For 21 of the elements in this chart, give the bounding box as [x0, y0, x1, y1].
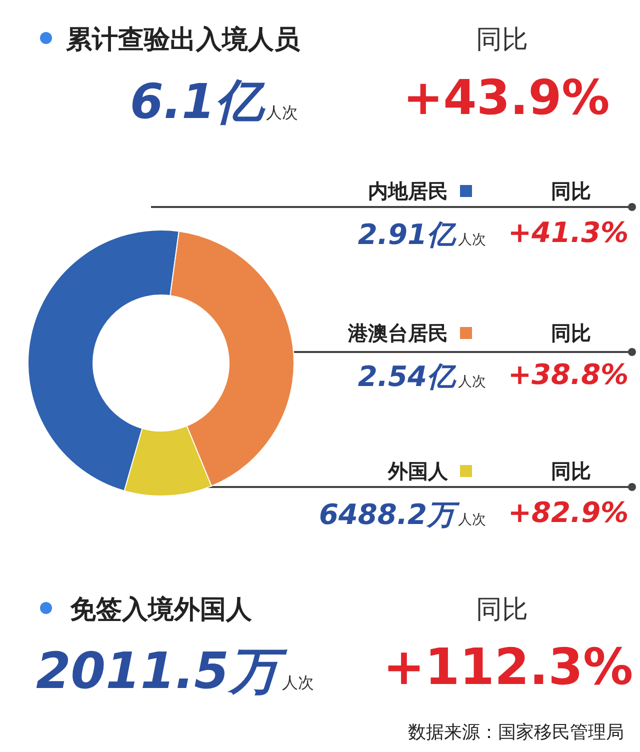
legend-label: 港澳台居民 — [348, 320, 448, 347]
legend-label: 外国人 — [388, 458, 448, 485]
text: 同比 — [476, 24, 528, 57]
text: +38.8% — [508, 358, 629, 391]
text: +43.9% — [403, 70, 610, 126]
text: 6.1亿人次 — [130, 74, 298, 130]
text: 同比 — [551, 178, 591, 205]
text: 2.91亿人次 — [358, 218, 486, 251]
source-note: 数据来源：国家移民管理局 — [408, 721, 624, 744]
legend-label: 内地居民 — [368, 178, 448, 205]
text: 2011.5万人次 — [36, 642, 314, 700]
chart-title: 累计查验出入境人员 — [66, 24, 300, 57]
text: 2.54亿人次 — [358, 360, 486, 393]
text: 免签入境外国人 — [70, 594, 252, 627]
text: 6488.2万人次 — [318, 498, 486, 531]
text: +112.3% — [383, 638, 634, 696]
text: 同比 — [551, 320, 591, 347]
text: 同比 — [476, 594, 528, 627]
text: +41.3% — [508, 216, 629, 249]
text: +82.9% — [508, 496, 629, 529]
text: 同比 — [551, 458, 591, 485]
